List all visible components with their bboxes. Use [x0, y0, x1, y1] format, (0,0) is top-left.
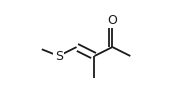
Text: O: O — [107, 14, 117, 27]
Text: S: S — [55, 50, 63, 62]
